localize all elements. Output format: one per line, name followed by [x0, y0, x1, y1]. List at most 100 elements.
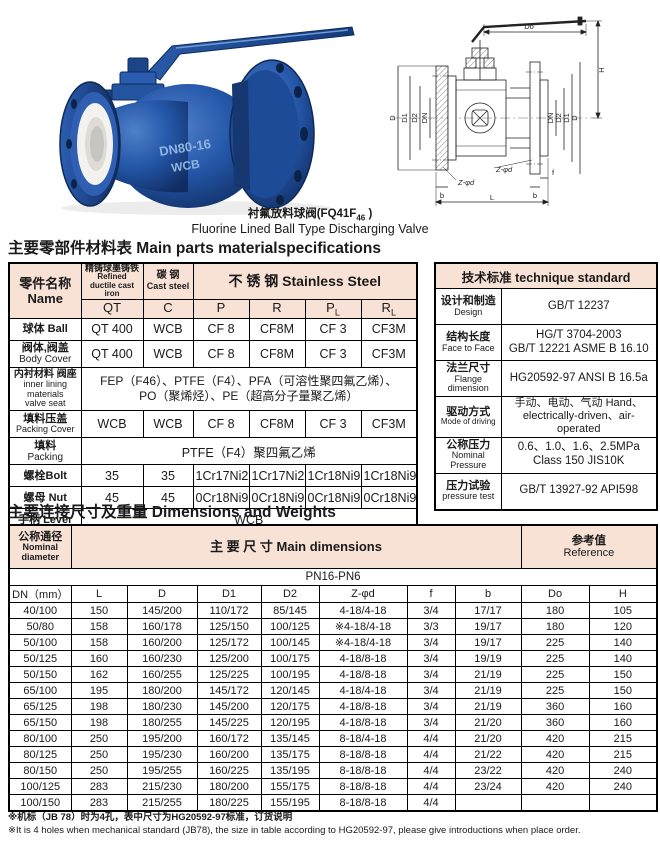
tech-row-flange-dimension: 法兰尺寸 Flange dimension HG20592-97 ANSI B 16… [434, 360, 658, 397]
table-cell: 125/172 [196, 634, 262, 651]
dim-label-d1: D1 [400, 113, 409, 123]
cell: WCB [142, 317, 194, 341]
table-cell: 215 [588, 746, 658, 763]
dim-label-dn-right: DN [546, 113, 555, 124]
table-cell: 180/255 [126, 714, 198, 731]
table-cell: 4-18/8-18 [318, 714, 408, 731]
bolt-hole [71, 99, 77, 109]
caption-en: Fluorine Lined Ball Type Discharging Val… [191, 222, 429, 237]
table-cell: 65/150 [8, 714, 72, 731]
table-cell: 215 [588, 730, 658, 747]
bore-inner [90, 126, 104, 162]
table-row: 65/150 198 180/255 145/225 120/195 4-18/8-18 3… [8, 714, 658, 731]
table-cell: 160/200 [126, 634, 198, 651]
table-cell: 150 [588, 666, 658, 683]
table-cell: 3/3 [406, 618, 456, 635]
cell: CF 8 [192, 339, 250, 368]
table-cell: 3/4 [406, 698, 456, 715]
packing-left [465, 57, 477, 69]
table-row: 65/100 195 180/200 145/172 120/145 4-18/4-18 3… [8, 682, 658, 699]
table-row: 50/150 162 160/255 125/225 100/195 4-18/8-18 3… [8, 666, 658, 683]
cell: CF 8 [192, 317, 250, 341]
table-cell: 3/4 [406, 714, 456, 731]
reference-header: 参考值 Reference [520, 524, 658, 569]
dim-label-f: f [552, 168, 555, 177]
cell: 1Cr17Ni2 [192, 464, 250, 488]
tech-row-design: 设计和制造 Design GB/T 12237 [434, 288, 658, 325]
table-cell: 100/125 [260, 618, 320, 635]
nominal-diameter-header: 公称通径 Nominal diameter [8, 524, 72, 569]
cell: 1Cr18Ni9 [360, 464, 418, 488]
table-cell: 225 [520, 634, 590, 651]
table-cell: 225 [520, 682, 590, 699]
table-cell: 3/4 [406, 602, 456, 619]
cell: 45 [80, 486, 144, 510]
cell: WCB [80, 410, 144, 439]
col-h: H [588, 585, 658, 603]
table-cell: 4-18/8-18 [318, 666, 408, 683]
handle-highlight [175, 29, 349, 49]
cell: 0Cr18Ni9 [360, 486, 418, 510]
table-cell: 21/19 [454, 698, 522, 715]
cell: CF8M [248, 317, 306, 341]
technique-standard-table: 技术标准 technique standard 设计和制造 Design GB/T… [434, 262, 658, 511]
right-flange-raised-face [539, 79, 549, 157]
table-row: 100/150 283 215/255 180/225 155/195 8-18/8-18… [8, 794, 658, 812]
table-cell: 195/200 [126, 730, 198, 747]
table-cell: 40/100 [8, 602, 72, 619]
col-qt: QT [80, 298, 144, 319]
table-cell: 120/145 [260, 682, 320, 699]
dim-label-b-right: b [533, 191, 537, 200]
table-cell: 21/20 [454, 730, 522, 747]
table-cell: 100/125 [8, 778, 72, 795]
bolt-hole [300, 127, 308, 141]
dim-label-d-right: D [570, 115, 579, 121]
table-cell: 8-18/4-18 [318, 730, 408, 747]
handle-grip-end [577, 16, 583, 26]
lever-handle [147, 26, 355, 81]
table-cell: 180/230 [126, 698, 198, 715]
ball-valve-photo-graphic: DN80-16 WCB [59, 26, 355, 215]
table-cell: 160/178 [126, 618, 198, 635]
col-d: D [126, 585, 198, 603]
table-cell: 4-18/4-18 [318, 602, 408, 619]
table-cell: 3/4 [406, 666, 456, 683]
table-cell: 4/4 [406, 794, 456, 812]
table-cell: 23/22 [454, 762, 522, 779]
table-cell: 8-18/8-18 [318, 746, 408, 763]
cell: CF 3 [304, 410, 362, 439]
table-cell: 8-18/8-18 [318, 794, 408, 812]
table-cell [588, 794, 658, 812]
table-cell: 162 [70, 666, 128, 683]
table-cell: 4-18/4-18 [318, 682, 408, 699]
table-cell: 225 [520, 666, 590, 683]
cell: 0Cr18Ni9 [304, 486, 362, 510]
cast-steel-header: 碳 钢 Cast steel [142, 262, 194, 300]
dim-label-d: D [390, 115, 397, 121]
table-cell: 160/225 [196, 762, 262, 779]
footnote-zh: ※机标（JB 78）时为4孔，表中尺寸为HG20592-97标准，订货说明 [8, 812, 293, 823]
table-cell: 4/4 [406, 762, 456, 779]
packing-value: PTFE（F4）聚四氟乙烯 [80, 437, 418, 466]
table-cell: 240 [588, 762, 658, 779]
table-cell: 420 [520, 762, 590, 779]
bolt-hole [294, 170, 302, 182]
dim-label-d2-right: D2 [554, 113, 563, 123]
table-cell: 125/200 [196, 650, 262, 667]
cell: CF8M [248, 410, 306, 439]
col-r: R [248, 298, 306, 319]
table-cell: 145/172 [196, 682, 262, 699]
table-cell: 21/19 [454, 666, 522, 683]
dimensions-section-title: 主要连接尺寸及重量 Dimensions and Weights [8, 504, 336, 521]
packing-right [483, 57, 495, 69]
table-cell: 4-18/8-18 [318, 650, 408, 667]
table-cell: 65/125 [8, 698, 72, 715]
cell: 45 [142, 486, 194, 510]
row-packing: 填料 Packing PTFE（F4）聚四氟乙烯 [8, 437, 418, 466]
dim-label-b-left: b [440, 191, 444, 200]
valve-caption: 衬氟放料球阀(FQ41F46 ) Fluorine Lined Ball Typ… [160, 208, 460, 237]
table-cell: 158 [70, 634, 128, 651]
row-ball: 球体 Ball QT 400 WCB CF 8 CF8M CF 3 CF3M [8, 317, 418, 341]
table-cell: 180/200 [126, 682, 198, 699]
table-cell: 360 [520, 698, 590, 715]
